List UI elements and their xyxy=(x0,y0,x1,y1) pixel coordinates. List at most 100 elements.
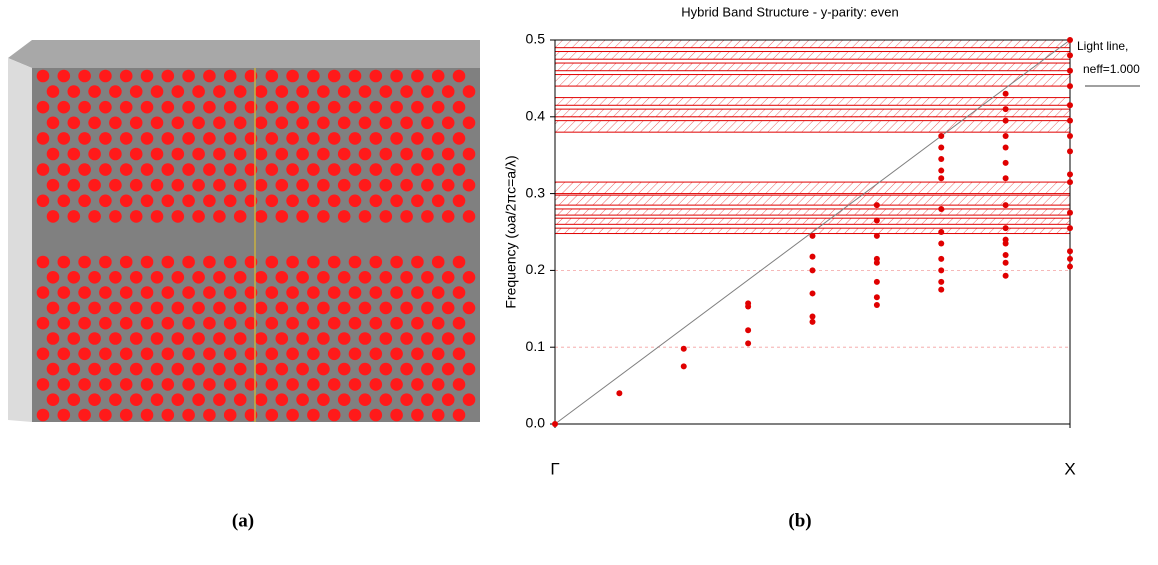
hole xyxy=(337,116,351,130)
point xyxy=(1002,117,1009,124)
hole xyxy=(150,271,164,284)
hole xyxy=(203,378,216,391)
hole xyxy=(265,408,279,422)
hole xyxy=(317,271,330,284)
hole xyxy=(411,316,424,330)
hole xyxy=(337,301,351,315)
hole xyxy=(358,178,372,192)
hole xyxy=(161,163,175,176)
hole xyxy=(192,271,205,284)
hole xyxy=(441,393,455,407)
hole xyxy=(379,271,393,284)
hole xyxy=(203,286,216,299)
hole xyxy=(171,116,185,130)
hole xyxy=(452,316,466,330)
hole xyxy=(99,132,112,145)
hole xyxy=(99,347,112,361)
hole xyxy=(462,85,476,98)
hole xyxy=(452,255,466,269)
hole xyxy=(233,301,247,315)
hole xyxy=(358,210,372,223)
point xyxy=(873,217,880,224)
point xyxy=(873,232,880,239)
hole xyxy=(337,210,351,223)
hole xyxy=(431,163,445,176)
light-line-label: neff=1.000 xyxy=(1083,62,1140,76)
hole xyxy=(119,286,133,299)
hole xyxy=(369,132,383,145)
hole xyxy=(119,316,133,330)
chart-title: Hybrid Band Structure - y-parity: even xyxy=(681,4,898,19)
hole xyxy=(307,347,320,361)
hole xyxy=(327,69,341,83)
hole xyxy=(99,378,112,391)
hole xyxy=(192,393,205,407)
hole xyxy=(452,163,466,176)
hole xyxy=(307,255,320,269)
hole xyxy=(411,100,424,114)
hole xyxy=(307,100,320,114)
point xyxy=(1002,133,1009,139)
hole xyxy=(307,316,320,330)
point xyxy=(1067,225,1073,232)
hole xyxy=(348,163,362,176)
hole xyxy=(452,100,466,114)
hole xyxy=(421,301,434,315)
hole xyxy=(441,271,455,284)
hole xyxy=(109,210,122,223)
hole xyxy=(46,116,60,130)
hole xyxy=(452,194,466,208)
hole xyxy=(296,210,309,223)
hole xyxy=(307,194,320,208)
hole xyxy=(161,408,175,422)
point xyxy=(745,340,752,347)
hole xyxy=(400,210,413,223)
hole xyxy=(317,210,330,223)
hole xyxy=(411,408,424,422)
hole xyxy=(462,271,476,284)
hole xyxy=(327,194,341,208)
hole xyxy=(244,347,258,361)
hole xyxy=(129,85,143,98)
hole xyxy=(462,178,476,192)
hole xyxy=(337,362,351,376)
hole xyxy=(182,163,195,176)
hole xyxy=(286,408,299,422)
hole xyxy=(150,393,164,407)
hole xyxy=(337,85,351,98)
hole xyxy=(254,85,268,98)
hole xyxy=(36,255,50,269)
hole xyxy=(88,210,101,223)
hole xyxy=(161,255,175,269)
hole xyxy=(244,378,258,391)
hole xyxy=(203,100,216,114)
hole xyxy=(379,301,393,315)
hole xyxy=(182,378,195,391)
point xyxy=(1002,272,1009,279)
hole xyxy=(119,69,133,83)
hole xyxy=(431,286,445,299)
hole xyxy=(390,100,403,114)
hole xyxy=(379,147,393,161)
point xyxy=(938,229,945,235)
point xyxy=(745,327,752,334)
hole xyxy=(129,271,143,284)
hole xyxy=(452,69,466,83)
hole xyxy=(67,116,81,130)
hole xyxy=(182,69,195,83)
hole xyxy=(348,69,362,83)
hole xyxy=(150,85,164,98)
point xyxy=(1002,90,1009,97)
hole xyxy=(296,116,309,130)
hole xyxy=(431,194,445,208)
hole xyxy=(150,210,164,223)
hole xyxy=(99,255,112,269)
hole xyxy=(161,378,175,391)
hole xyxy=(275,178,289,192)
hole xyxy=(203,132,216,145)
hole xyxy=(223,286,237,299)
hole xyxy=(254,116,268,130)
hole xyxy=(275,362,289,376)
hole xyxy=(307,378,320,391)
